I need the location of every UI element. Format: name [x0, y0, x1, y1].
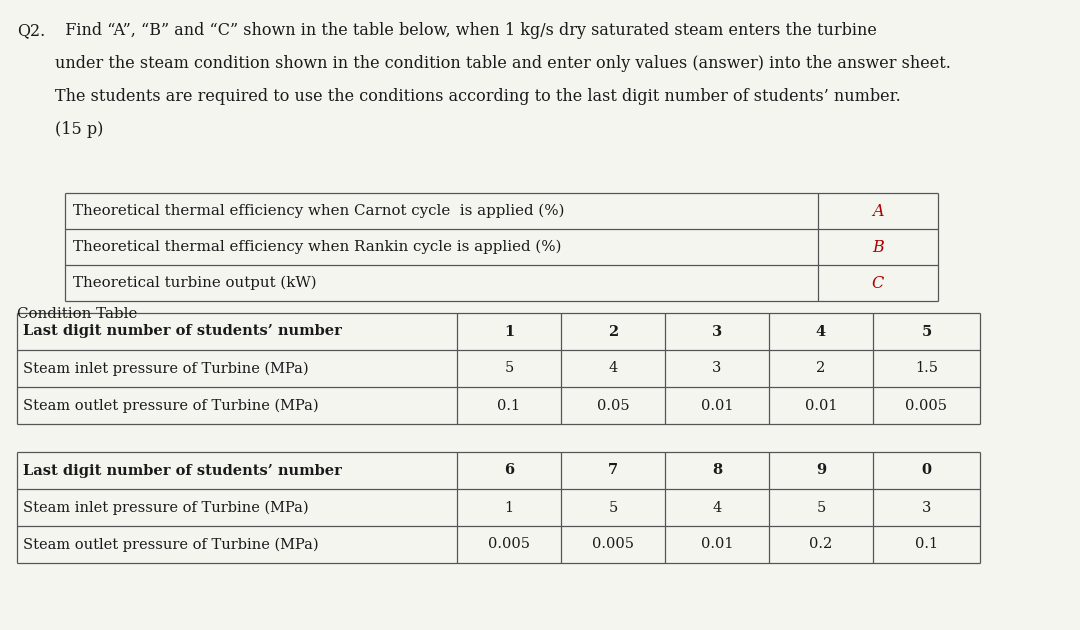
Text: 2: 2 — [608, 324, 618, 338]
Text: Last digit number of students’ number: Last digit number of students’ number — [23, 464, 342, 478]
Text: Condition Table: Condition Table — [17, 307, 137, 321]
Text: 1.5: 1.5 — [915, 362, 939, 375]
Text: The students are required to use the conditions according to the last digit numb: The students are required to use the con… — [55, 88, 901, 105]
Text: Steam inlet pressure of Turbine (MPa): Steam inlet pressure of Turbine (MPa) — [23, 500, 309, 515]
Text: Theoretical turbine output (kW): Theoretical turbine output (kW) — [73, 276, 316, 290]
Text: 0: 0 — [921, 464, 931, 478]
Text: C: C — [872, 275, 885, 292]
Text: 4: 4 — [713, 500, 721, 515]
Text: 5: 5 — [608, 500, 618, 515]
Text: 8: 8 — [712, 464, 723, 478]
Text: Theoretical thermal efficiency when Rankin cycle is applied (%): Theoretical thermal efficiency when Rank… — [73, 240, 562, 254]
Text: 0.005: 0.005 — [592, 537, 634, 551]
Text: 0.01: 0.01 — [701, 537, 733, 551]
Text: 6: 6 — [504, 464, 514, 478]
Text: Steam inlet pressure of Turbine (MPa): Steam inlet pressure of Turbine (MPa) — [23, 361, 309, 375]
Text: Theoretical thermal efficiency when Carnot cycle  is applied (%): Theoretical thermal efficiency when Carn… — [73, 203, 565, 218]
Text: 1: 1 — [504, 500, 514, 515]
Text: Q2.: Q2. — [17, 22, 45, 39]
Text: 5: 5 — [504, 362, 514, 375]
Text: 2: 2 — [816, 362, 825, 375]
Text: 4: 4 — [815, 324, 826, 338]
Text: Steam outlet pressure of Turbine (MPa): Steam outlet pressure of Turbine (MPa) — [23, 398, 319, 413]
Text: B: B — [873, 239, 883, 256]
Text: A: A — [873, 202, 883, 219]
Text: (15 p): (15 p) — [55, 121, 104, 138]
Text: 5: 5 — [921, 324, 932, 338]
Text: 0.005: 0.005 — [905, 399, 947, 413]
Text: 3: 3 — [713, 362, 721, 375]
Text: 0.01: 0.01 — [701, 399, 733, 413]
Text: 0.2: 0.2 — [809, 537, 833, 551]
Text: Last digit number of students’ number: Last digit number of students’ number — [23, 324, 342, 338]
Text: 7: 7 — [608, 464, 618, 478]
Text: 9: 9 — [815, 464, 826, 478]
Text: 0.1: 0.1 — [915, 537, 939, 551]
Text: 1: 1 — [504, 324, 514, 338]
Text: 0.1: 0.1 — [498, 399, 521, 413]
Text: Find “A”, “B” and “C” shown in the table below, when 1 kg/s dry saturated steam : Find “A”, “B” and “C” shown in the table… — [55, 22, 877, 39]
Text: 5: 5 — [816, 500, 825, 515]
Text: under the steam condition shown in the condition table and enter only values (an: under the steam condition shown in the c… — [55, 55, 950, 72]
Text: 0.005: 0.005 — [488, 537, 530, 551]
Text: 4: 4 — [608, 362, 618, 375]
Text: 3: 3 — [922, 500, 931, 515]
Text: 0.01: 0.01 — [805, 399, 837, 413]
Text: 3: 3 — [712, 324, 723, 338]
Text: 0.05: 0.05 — [596, 399, 630, 413]
Text: Steam outlet pressure of Turbine (MPa): Steam outlet pressure of Turbine (MPa) — [23, 537, 319, 552]
